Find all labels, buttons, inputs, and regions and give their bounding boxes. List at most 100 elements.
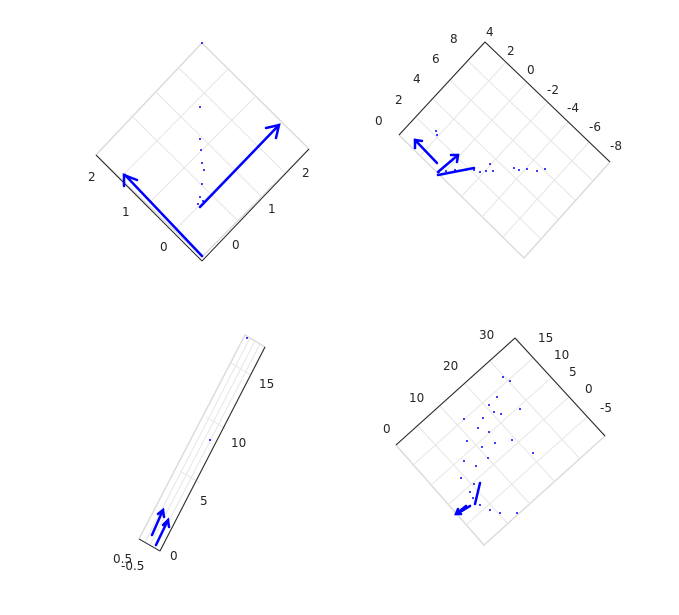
subplot-3-point [246,337,248,339]
subplot-3-tick-b: 0.5 [113,552,132,566]
subplot-3-grid [144,337,251,543]
subplot-1-tick-a: 0 [160,240,168,254]
subplot-2-tick-b: -4 [567,101,579,115]
subplot-4-vector [473,481,482,506]
subplot-2-vector [436,166,476,177]
subplot-4-grid [464,383,556,483]
subplot-4-point [487,457,489,459]
subplot-2-tick-a: 8 [450,32,458,46]
subplot-4-vector-head [454,507,463,516]
subplot-2-grid [461,101,549,197]
subplot-4-point [493,411,495,413]
subplot-2-tick-b: -8 [610,139,622,153]
subplot-1-tick-b: 0 [232,238,240,252]
subplot-4-point [488,431,490,433]
subplot-2-tick-a: 0 [375,114,383,128]
subplot-1: 2 1 0 2 1 0 [88,41,311,262]
subplot-2-point [485,170,487,172]
subplot-3-grid [179,470,201,484]
subplot-4-point [473,483,475,485]
subplot-1-point [201,183,203,185]
subplot-2-grid [440,81,528,177]
subplot-3-axis-bottom [138,538,161,552]
subplot-4-point [499,512,501,514]
subplot-2-vector [436,153,460,174]
subplot-4-tick-b: 5 [569,365,577,379]
subplot-2-tick-b: -2 [547,83,559,97]
subplot-4-grid [465,416,588,526]
subplot-2-tick-a: 4 [413,72,421,86]
subplot-1-grid [148,95,257,204]
subplot-1-vector [123,173,204,258]
subplot-4-tick-a: 20 [443,359,458,373]
subplot-4-point [475,465,477,467]
subplot-1-tick-b: 2 [302,166,310,180]
subplot-3-tick-a: 10 [231,436,246,450]
subplot-2-grid [419,61,507,157]
subplot-1-vector-head [264,123,281,140]
subplot-2-tick-b: 0 [527,63,535,77]
subplot-4-grid [489,360,581,460]
subplot-4-point [509,380,511,382]
subplot-4-tick-b: 10 [554,348,569,362]
subplot-1-point [201,162,203,164]
subplot-4-point [500,413,502,415]
subplot-3-axis-right [159,346,266,552]
subplot-4-tick-a: 10 [409,391,424,405]
subplot-4-axis-left [395,337,516,446]
subplot-3: 0 5 10 15 0.5 -0.5 [113,333,274,573]
subplot-3-tick-a: 0 [170,549,178,563]
subplot-2-grid [502,141,590,238]
subplot-2-point [445,170,447,172]
subplot-4-grid [417,425,509,525]
subplot-1-axis-left [95,154,203,262]
subplot-2-axis-right [484,41,611,163]
subplot-2-point [526,168,528,170]
subplot-4-point [460,477,462,479]
subplot-2-point [435,130,437,132]
subplot-4-point [489,509,491,511]
subplot-2-tick-b: -6 [589,120,601,134]
subplot-2-tick-b: 4 [486,25,494,39]
subplot-4-point [496,396,498,398]
subplot-2-point [473,169,475,171]
subplot-2-tick-a: 6 [432,52,440,66]
subplot-2-point [479,171,481,173]
subplot-3-grid [149,340,256,546]
subplot-2-point [536,170,538,172]
subplot-4-point [477,427,479,429]
subplot-2-point [489,163,491,165]
subplot-4-point [472,497,474,499]
subplot-1-tick-a: 2 [88,170,96,184]
subplot-3-grid [230,362,252,376]
subplot-4-tick-a: 0 [383,422,391,436]
subplot-1-point [201,42,203,44]
subplot-4: 0 10 20 30 15 10 5 0 -5 [383,328,612,547]
subplot-4-point [511,439,513,441]
subplot-4-axis-right [514,337,606,437]
subplot-4-point [482,417,484,419]
subplot-4-grid [429,377,552,487]
subplot-1-tick-b: 1 [268,202,276,216]
subplot-2-point [513,167,515,169]
subplot-4-grid [439,405,531,505]
subplot-4-point [532,452,534,454]
subplot-4-point [481,446,483,448]
subplot-4-point [463,460,465,462]
subplot-2-axis-left [398,41,486,136]
subplot-2: 0 2 4 6 8 4 2 0 -2 -4 -6 -8 [375,25,622,260]
subplot-4-point [516,512,518,514]
subplot-4-grid [411,357,534,467]
subplot-1-point [199,196,201,198]
subplot-4-vector [458,504,472,514]
subplot-2-point [492,170,494,172]
subplot-1-point [199,138,201,140]
subplot-3-vector [150,508,165,537]
subplot-4-tick-a: 30 [479,328,494,342]
subplot-2-tick-b: 2 [507,44,515,58]
subplot-4-tick-b: 0 [585,382,593,396]
subplot-1-point [202,200,204,202]
subplot-1-vector [198,123,281,209]
subplot-3-vector-head [156,507,166,519]
subplot-4-point [463,418,465,420]
